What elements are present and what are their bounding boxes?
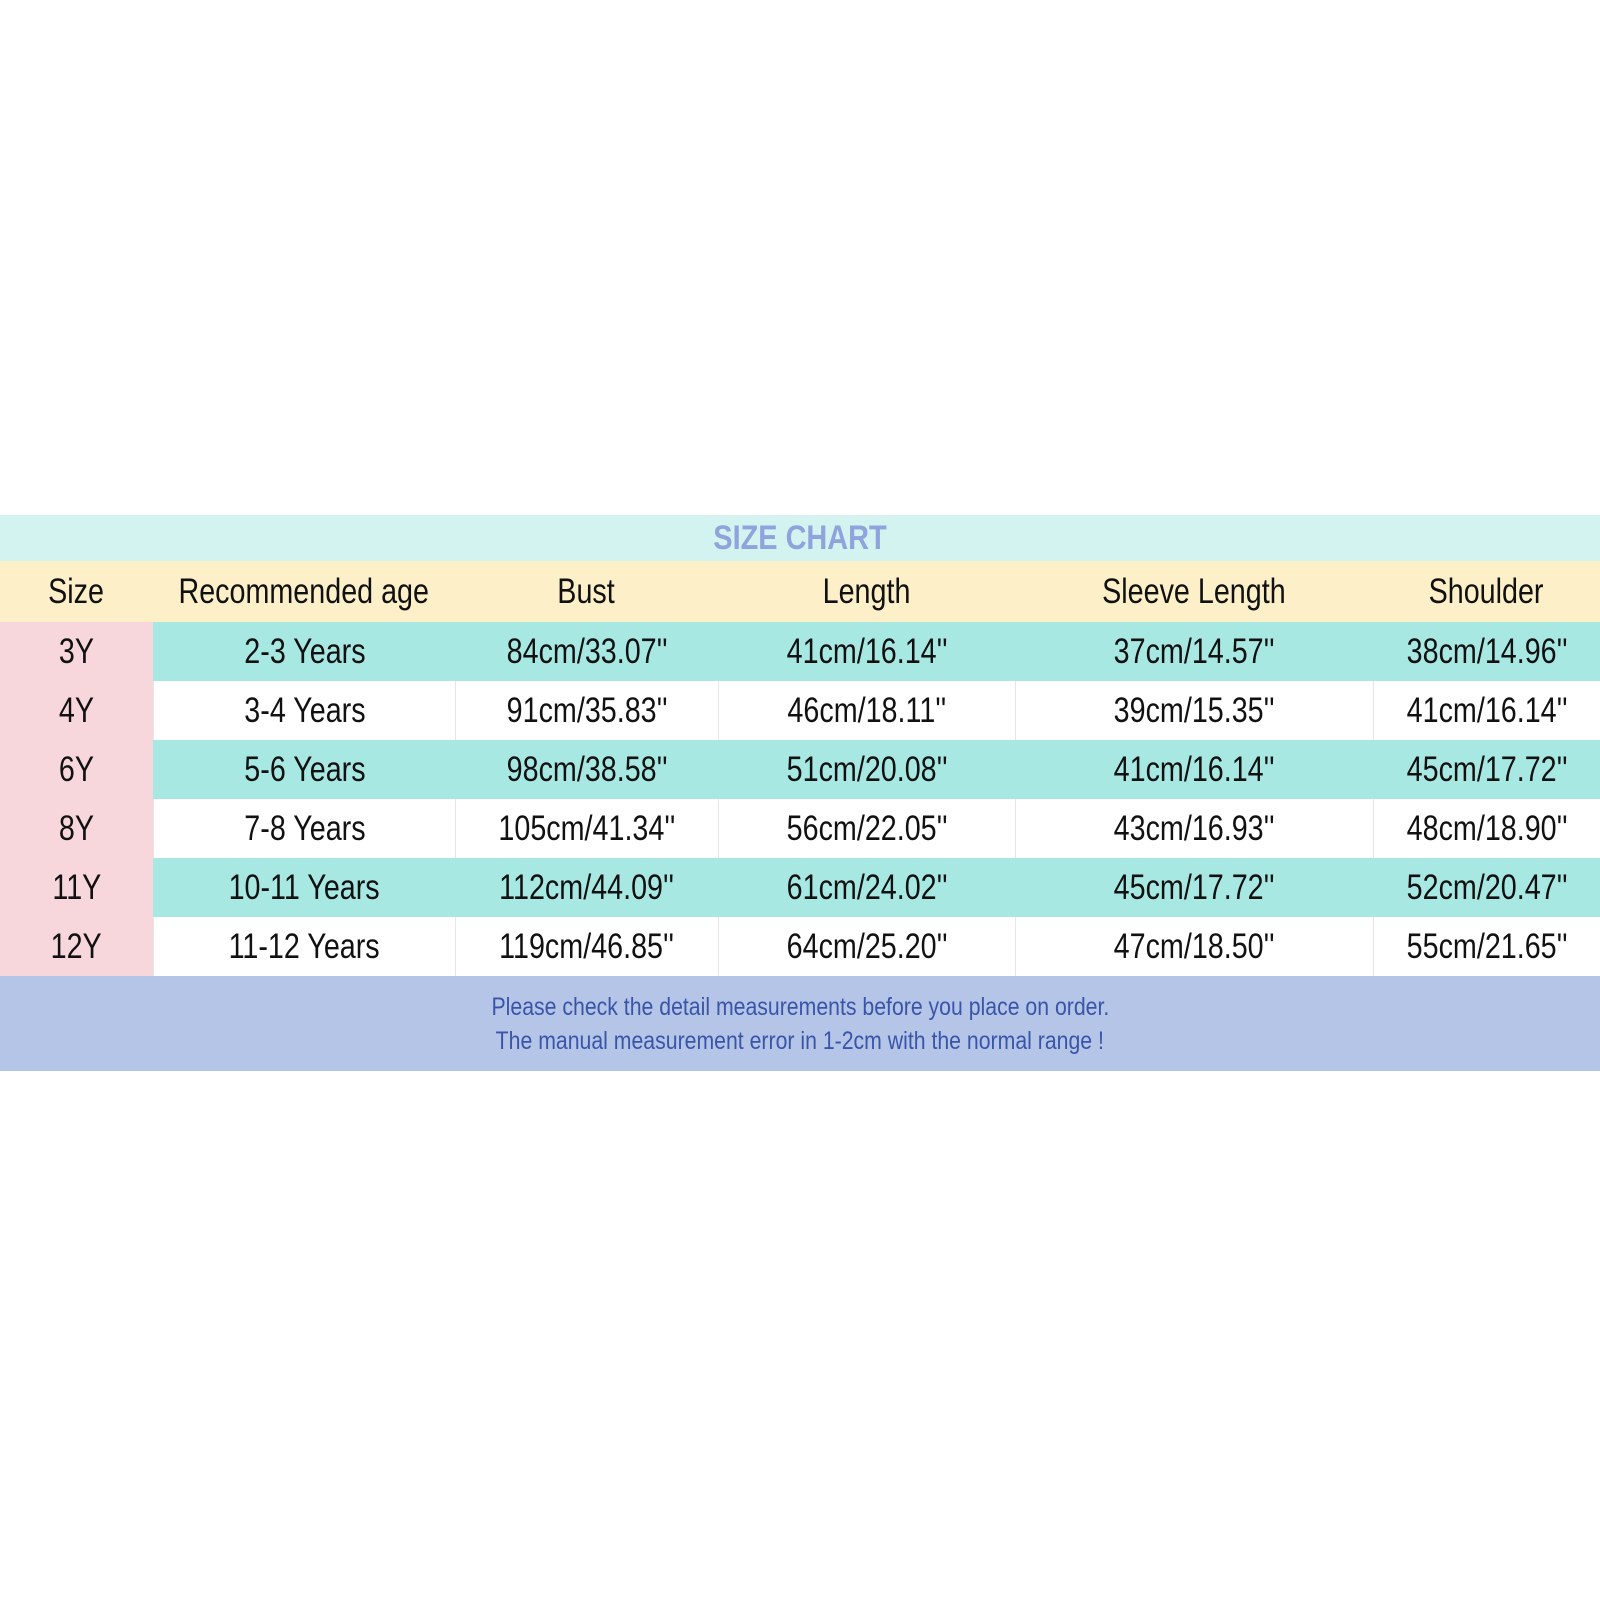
table-row: 11Y 10-11 Years 112cm/44.09'' 61cm/24.02'' 4… xyxy=(0,858,1600,917)
header-label: Recommended age xyxy=(178,571,430,611)
cell-age: 3-4 Years xyxy=(153,681,455,740)
cell-age: 5-6 Years xyxy=(153,740,455,799)
cell-shoulder: 48cm/18.90'' xyxy=(1373,799,1600,858)
cell-text: 3Y xyxy=(58,631,95,671)
table-row: 8Y 7-8 Years 105cm/41.34'' 56cm/22.05'' 43cm… xyxy=(0,799,1600,858)
footer-notes: Please check the detail measurements bef… xyxy=(0,976,1600,1071)
cell-length: 56cm/22.05'' xyxy=(718,799,1015,858)
cell-text: 45cm/17.72'' xyxy=(1114,867,1275,907)
cell-bust: 84cm/33.07'' xyxy=(455,622,718,681)
header-label: Sleeve Length xyxy=(1102,571,1286,611)
table-row: 12Y 11-12 Years 119cm/46.85'' 64cm/25.20'' 4… xyxy=(0,917,1600,976)
cell-sleeve-length: 47cm/18.50'' xyxy=(1015,917,1373,976)
cell-sleeve-length: 41cm/16.14'' xyxy=(1015,740,1373,799)
cell-text: 41cm/16.14'' xyxy=(786,631,948,671)
cell-text: 43cm/16.93'' xyxy=(1114,808,1275,848)
cell-bust: 112cm/44.09'' xyxy=(455,858,718,917)
header-length: Length xyxy=(718,561,1015,622)
cell-text: 6Y xyxy=(58,749,95,789)
cell-text: 45cm/17.72'' xyxy=(1406,749,1568,789)
header-age: Recommended age xyxy=(153,561,455,622)
table-row: 3Y 2-3 Years 84cm/33.07'' 41cm/16.14'' 37cm/… xyxy=(0,622,1600,681)
header-label: Length xyxy=(822,571,911,611)
cell-size: 3Y xyxy=(0,622,153,681)
table-body: 3Y 2-3 Years 84cm/33.07'' 41cm/16.14'' 37cm/… xyxy=(0,622,1600,976)
cell-bust: 105cm/41.34'' xyxy=(455,799,718,858)
cell-text: 52cm/20.47'' xyxy=(1406,867,1568,907)
cell-text: 112cm/44.09'' xyxy=(499,867,675,907)
cell-sleeve-length: 39cm/15.35'' xyxy=(1015,681,1373,740)
cell-text: 51cm/20.08'' xyxy=(786,749,948,789)
cell-text: 11-12 Years xyxy=(228,926,381,966)
cell-size: 11Y xyxy=(0,858,153,917)
chart-title: SIZE CHART xyxy=(713,518,887,557)
cell-text: 2-3 Years xyxy=(243,631,366,671)
cell-length: 51cm/20.08'' xyxy=(718,740,1015,799)
header-row: Size Recommended age Bust Length Sleeve … xyxy=(0,561,1600,622)
note-line: The manual measurement error in 1-2cm wi… xyxy=(495,1026,1105,1055)
cell-size: 4Y xyxy=(0,681,153,740)
header-size: Size xyxy=(0,561,153,622)
cell-text: 38cm/14.96'' xyxy=(1406,631,1568,671)
cell-age: 2-3 Years xyxy=(153,622,455,681)
cell-age: 10-11 Years xyxy=(153,858,455,917)
cell-bust: 91cm/35.83'' xyxy=(455,681,718,740)
cell-text: 47cm/18.50'' xyxy=(1114,926,1275,966)
cell-text: 91cm/35.83'' xyxy=(506,690,668,730)
header-sleeve-length: Sleeve Length xyxy=(1015,561,1373,622)
cell-text: 39cm/15.35'' xyxy=(1114,690,1275,730)
header-shoulder: Shoulder xyxy=(1373,561,1600,622)
cell-length: 41cm/16.14'' xyxy=(718,622,1015,681)
cell-text: 41cm/16.14'' xyxy=(1406,690,1568,730)
cell-text: 84cm/33.07'' xyxy=(506,631,668,671)
header-label: Size xyxy=(48,571,105,611)
cell-text: 3-4 Years xyxy=(243,690,366,730)
cell-text: 64cm/25.20'' xyxy=(786,926,948,966)
cell-length: 64cm/25.20'' xyxy=(718,917,1015,976)
cell-text: 5-6 Years xyxy=(243,749,366,789)
cell-bust: 119cm/46.85'' xyxy=(455,917,718,976)
cell-bust: 98cm/38.58'' xyxy=(455,740,718,799)
cell-sleeve-length: 37cm/14.57'' xyxy=(1015,622,1373,681)
cell-text: 61cm/24.02'' xyxy=(786,867,948,907)
header-bust: Bust xyxy=(455,561,718,622)
cell-text: 105cm/41.34'' xyxy=(498,808,676,848)
cell-text: 98cm/38.58'' xyxy=(506,749,668,789)
cell-shoulder: 52cm/20.47'' xyxy=(1373,858,1600,917)
cell-sleeve-length: 45cm/17.72'' xyxy=(1015,858,1373,917)
cell-size: 6Y xyxy=(0,740,153,799)
cell-text: 7-8 Years xyxy=(243,808,366,848)
cell-text: 48cm/18.90'' xyxy=(1406,808,1568,848)
cell-text: 11Y xyxy=(52,867,101,907)
chart-title-bar: SIZE CHART xyxy=(0,515,1600,561)
cell-sleeve-length: 43cm/16.93'' xyxy=(1015,799,1373,858)
cell-shoulder: 55cm/21.65'' xyxy=(1373,917,1600,976)
cell-length: 61cm/24.02'' xyxy=(718,858,1015,917)
cell-shoulder: 41cm/16.14'' xyxy=(1373,681,1600,740)
cell-text: 55cm/21.65'' xyxy=(1406,926,1568,966)
cell-size: 8Y xyxy=(0,799,153,858)
cell-text: 41cm/16.14'' xyxy=(1114,749,1275,789)
cell-text: 37cm/14.57'' xyxy=(1114,631,1275,671)
cell-text: 119cm/46.85'' xyxy=(499,926,675,966)
cell-text: 12Y xyxy=(50,926,103,966)
header-label: Shoulder xyxy=(1429,571,1544,611)
note-line: Please check the detail measurements bef… xyxy=(491,992,1109,1021)
size-chart-table: SIZE CHART Size Recommended age Bust Len… xyxy=(0,515,1600,1071)
cell-shoulder: 38cm/14.96'' xyxy=(1373,622,1600,681)
cell-shoulder: 45cm/17.72'' xyxy=(1373,740,1600,799)
cell-age: 11-12 Years xyxy=(153,917,455,976)
cell-text: 56cm/22.05'' xyxy=(786,808,948,848)
table-row: 6Y 5-6 Years 98cm/38.58'' 51cm/20.08'' 41cm/… xyxy=(0,740,1600,799)
table-row: 4Y 3-4 Years 91cm/35.83'' 46cm/18.11'' 39cm/… xyxy=(0,681,1600,740)
cell-age: 7-8 Years xyxy=(153,799,455,858)
cell-size: 12Y xyxy=(0,917,153,976)
cell-length: 46cm/18.11'' xyxy=(718,681,1015,740)
header-label: Bust xyxy=(557,571,616,611)
cell-text: 46cm/18.11'' xyxy=(787,690,947,730)
cell-text: 8Y xyxy=(58,808,95,848)
cell-text: 4Y xyxy=(58,690,95,730)
cell-text: 10-11 Years xyxy=(228,867,381,907)
